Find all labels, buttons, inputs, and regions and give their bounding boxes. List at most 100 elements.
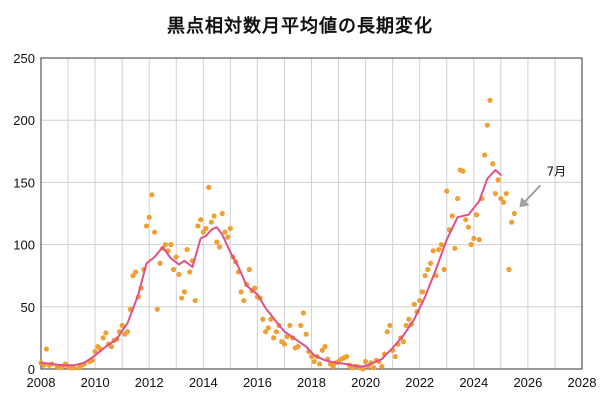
monthly-point bbox=[444, 188, 450, 194]
monthly-point bbox=[281, 341, 288, 347]
monthly-point bbox=[454, 195, 461, 202]
monthly-point bbox=[157, 260, 163, 266]
monthly-point bbox=[487, 97, 493, 103]
monthly-point bbox=[187, 269, 193, 275]
monthly-point bbox=[287, 322, 293, 329]
monthly-point bbox=[311, 358, 317, 365]
annotation-arrow-head bbox=[519, 197, 530, 208]
monthly-point bbox=[149, 192, 155, 198]
monthly-point bbox=[200, 229, 206, 235]
monthly-point bbox=[162, 242, 169, 248]
monthly-point bbox=[476, 237, 482, 243]
monthly-point bbox=[498, 195, 504, 202]
monthly-point bbox=[509, 219, 515, 225]
annotation-arrow-shaft bbox=[521, 184, 542, 205]
monthly-point bbox=[108, 344, 114, 350]
x-tick-label: 2012 bbox=[135, 375, 164, 390]
monthly-point bbox=[260, 316, 266, 322]
monthly-point bbox=[146, 214, 152, 220]
monthly-point bbox=[273, 329, 279, 335]
monthly-point bbox=[506, 266, 512, 273]
smoothed-line-layer bbox=[40, 169, 502, 368]
monthly-point bbox=[184, 246, 190, 253]
axis-tick-labels: 0 50 100 150 200 250 2008 2010 2012 2014 2016 2018 2… bbox=[13, 51, 596, 390]
monthly-point bbox=[246, 266, 252, 273]
monthly-point bbox=[436, 246, 442, 253]
monthly-point bbox=[181, 289, 187, 295]
monthly-point bbox=[411, 301, 417, 307]
x-tick-label: 2014 bbox=[189, 375, 218, 390]
monthly-point bbox=[419, 289, 426, 295]
monthly-point bbox=[124, 329, 131, 335]
monthly-point bbox=[503, 190, 509, 197]
monthly-point bbox=[133, 269, 139, 275]
monthly-point bbox=[379, 363, 385, 370]
monthly-point bbox=[495, 177, 501, 183]
plot-border bbox=[40, 57, 583, 370]
annotation-label: 7月 bbox=[547, 164, 567, 178]
monthly-point bbox=[322, 344, 328, 350]
monthly-point bbox=[511, 210, 517, 217]
monthly-point bbox=[482, 152, 488, 158]
latest-month-annotation: 7月 bbox=[519, 164, 567, 208]
chart-title: 黒点相対数月平均値の長期変化 bbox=[167, 16, 433, 37]
monthly-point bbox=[271, 335, 277, 341]
monthly-point bbox=[176, 271, 182, 278]
monthly-point bbox=[262, 329, 269, 335]
x-tick-label: 2016 bbox=[243, 375, 272, 390]
y-tick-label: 250 bbox=[13, 51, 35, 66]
monthly-points bbox=[38, 97, 517, 372]
monthly-point bbox=[427, 260, 434, 266]
monthly-point bbox=[319, 347, 325, 353]
monthly-point bbox=[298, 322, 304, 329]
monthly-point bbox=[363, 358, 369, 365]
plot-frame bbox=[40, 57, 583, 370]
monthly-point bbox=[492, 190, 499, 197]
monthly-point bbox=[468, 242, 474, 248]
x-tick-label: 2020 bbox=[351, 375, 380, 390]
monthly-point bbox=[227, 225, 233, 232]
monthly-point bbox=[265, 325, 271, 331]
monthly-point bbox=[100, 335, 106, 341]
monthly-point bbox=[384, 329, 390, 335]
monthly-point bbox=[422, 273, 428, 279]
monthly-point bbox=[465, 224, 471, 230]
monthly-point bbox=[154, 306, 160, 312]
monthly-point bbox=[400, 339, 407, 345]
monthly-point bbox=[216, 244, 223, 250]
monthly-point bbox=[452, 245, 458, 251]
monthly-point bbox=[430, 248, 436, 254]
x-tick-label: 2026 bbox=[513, 375, 542, 390]
monthly-point bbox=[441, 266, 447, 273]
monthly-point bbox=[170, 266, 177, 273]
monthly-point bbox=[103, 330, 109, 336]
monthly-point bbox=[330, 363, 336, 370]
grid-lines bbox=[40, 57, 583, 370]
monthly-point bbox=[225, 234, 231, 240]
x-tick-label: 2022 bbox=[405, 375, 434, 390]
monthly-point bbox=[206, 184, 212, 190]
monthly-point bbox=[168, 242, 174, 248]
monthly-point bbox=[119, 322, 125, 329]
monthly-point bbox=[222, 229, 228, 235]
x-tick-label: 2010 bbox=[81, 375, 110, 390]
monthly-point bbox=[238, 289, 244, 295]
monthly-point bbox=[417, 297, 423, 304]
monthly-point bbox=[387, 322, 393, 329]
monthly-point bbox=[179, 295, 185, 301]
monthly-point bbox=[192, 297, 198, 304]
monthly-point bbox=[449, 213, 455, 219]
monthly-point bbox=[438, 242, 444, 248]
monthly-point bbox=[344, 353, 350, 360]
y-tick-label: 50 bbox=[21, 300, 35, 315]
monthly-point bbox=[500, 199, 507, 205]
monthly-point bbox=[203, 225, 209, 232]
monthly-point bbox=[317, 361, 323, 367]
monthly-point bbox=[303, 331, 309, 337]
monthly-point bbox=[300, 310, 306, 316]
y-tick-label: 200 bbox=[13, 113, 35, 128]
monthly-point bbox=[152, 229, 158, 235]
y-tick-label: 0 bbox=[28, 362, 35, 377]
monthly-point bbox=[406, 316, 412, 322]
